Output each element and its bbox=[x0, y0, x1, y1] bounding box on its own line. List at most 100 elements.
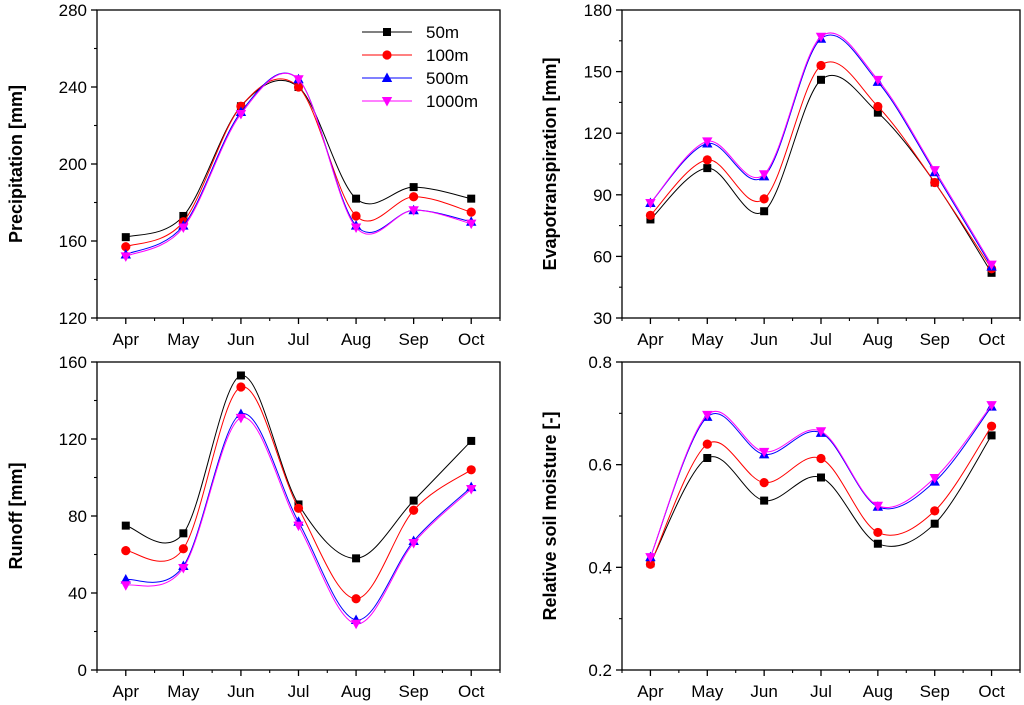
data-point bbox=[815, 427, 827, 437]
y-tick-label: 30 bbox=[593, 309, 612, 328]
data-point bbox=[702, 155, 712, 165]
x-tick-label: Jul bbox=[810, 682, 832, 701]
data-point bbox=[759, 194, 769, 204]
y-tick-label: 0.6 bbox=[588, 456, 612, 475]
legend-marker bbox=[381, 97, 393, 107]
series-line bbox=[125, 79, 472, 238]
data-point bbox=[873, 539, 882, 548]
series-line bbox=[649, 425, 992, 565]
x-tick-label: Apr bbox=[113, 330, 140, 349]
series-1000m bbox=[645, 32, 997, 271]
data-point bbox=[408, 538, 419, 549]
data-point bbox=[645, 559, 656, 569]
series-line bbox=[650, 74, 992, 274]
data-point bbox=[409, 183, 418, 192]
series-100m bbox=[121, 382, 476, 604]
y-tick-label: 90 bbox=[593, 186, 612, 205]
data-point bbox=[986, 421, 997, 431]
data-point bbox=[703, 453, 712, 462]
series-1000m bbox=[120, 72, 477, 262]
x-tick-label: Jun bbox=[227, 682, 254, 701]
data-point bbox=[929, 474, 940, 484]
data-point bbox=[235, 109, 247, 120]
data-point bbox=[873, 527, 883, 538]
legend-label: 50m bbox=[426, 23, 459, 42]
y-tick-label: 120 bbox=[59, 430, 87, 449]
data-point bbox=[645, 210, 656, 220]
data-point bbox=[352, 194, 361, 203]
x-tick-label: Apr bbox=[113, 682, 140, 701]
data-point bbox=[758, 447, 770, 458]
series-1000m bbox=[645, 401, 997, 563]
data-point bbox=[930, 519, 939, 528]
x-tick-label: Jun bbox=[750, 682, 777, 701]
data-point bbox=[930, 506, 940, 516]
plot-frame bbox=[621, 361, 1021, 671]
data-point bbox=[120, 581, 131, 591]
data-point bbox=[120, 574, 131, 584]
data-point bbox=[702, 137, 713, 147]
legend-marker bbox=[382, 50, 392, 60]
data-point bbox=[930, 177, 940, 188]
soil-moisture-chart: 0.2 0.4 0.6 0.8 Apr May Jun Jul Aug Sep Oct Relativ… bbox=[540, 353, 1021, 701]
x-tick-label: Aug bbox=[863, 682, 893, 701]
data-point bbox=[293, 75, 304, 85]
data-point bbox=[466, 219, 477, 230]
plot-frame bbox=[96, 361, 501, 671]
data-point bbox=[121, 242, 131, 252]
data-point bbox=[815, 32, 827, 43]
y-tick-label: 0 bbox=[78, 661, 87, 680]
legend-label: 500m bbox=[426, 69, 469, 88]
data-point bbox=[702, 439, 712, 449]
data-point bbox=[121, 521, 130, 530]
data-point bbox=[409, 496, 418, 505]
series-1000m bbox=[120, 413, 477, 630]
data-point bbox=[466, 465, 476, 475]
data-point bbox=[817, 75, 825, 84]
series-50m bbox=[121, 79, 476, 242]
x-tick-label: Oct bbox=[458, 330, 485, 349]
data-point bbox=[121, 233, 130, 242]
y-tick-label: 240 bbox=[59, 78, 87, 97]
data-point bbox=[236, 382, 246, 392]
series-line bbox=[125, 417, 472, 625]
y-tick-label: 0.2 bbox=[588, 661, 612, 680]
data-point bbox=[816, 60, 826, 71]
data-point bbox=[121, 546, 131, 556]
data-point bbox=[120, 252, 131, 262]
data-point bbox=[178, 223, 189, 234]
y-tick-label: 0.4 bbox=[588, 558, 612, 577]
evapotranspiration-chart: 30 60 90 120 150 180 Apr May Jun Jul Aug Sep Oct Evap… bbox=[540, 1, 1021, 349]
data-point bbox=[178, 544, 188, 554]
data-point bbox=[467, 194, 476, 203]
data-point bbox=[702, 410, 713, 421]
data-point bbox=[293, 521, 304, 532]
data-point bbox=[466, 485, 477, 495]
data-point bbox=[872, 501, 884, 512]
data-point bbox=[293, 82, 304, 92]
data-point bbox=[987, 431, 996, 440]
x-tick-label: Jul bbox=[288, 682, 310, 701]
x-tick-label: Apr bbox=[637, 682, 664, 701]
data-point bbox=[929, 166, 940, 176]
data-point bbox=[350, 223, 362, 234]
data-point bbox=[760, 207, 769, 216]
data-point bbox=[703, 164, 712, 173]
data-point bbox=[760, 496, 769, 505]
y-tick-label: 60 bbox=[593, 247, 612, 266]
y-axis-title: Relative soil moisture [-] bbox=[540, 411, 560, 620]
data-point bbox=[236, 371, 245, 380]
data-point bbox=[409, 505, 419, 515]
data-point bbox=[816, 453, 826, 464]
data-point bbox=[986, 401, 997, 411]
data-point bbox=[351, 594, 361, 604]
series-line bbox=[650, 61, 992, 269]
data-point bbox=[873, 108, 882, 117]
data-point bbox=[178, 563, 189, 574]
x-tick-label: Apr bbox=[637, 330, 664, 349]
y-tick-label: 160 bbox=[59, 353, 87, 372]
y-tick-label: 120 bbox=[584, 124, 612, 143]
y-axis-title: Evapotranspiration [mm] bbox=[540, 57, 560, 270]
series-line bbox=[125, 413, 472, 621]
